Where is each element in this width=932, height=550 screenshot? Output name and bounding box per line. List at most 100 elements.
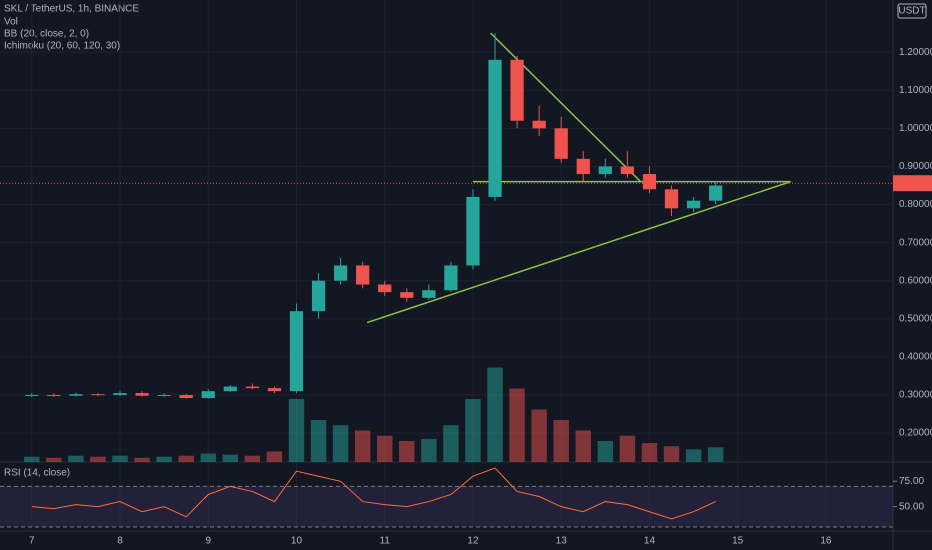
volume-bar: [156, 456, 172, 462]
volume-bar: [663, 446, 680, 462]
volume-bar: [134, 457, 150, 462]
volume-bar: [332, 425, 349, 462]
volume-bar: [531, 409, 547, 462]
volume-bar: [685, 449, 702, 462]
candle-body: [709, 185, 723, 201]
volume-bar: [707, 447, 724, 462]
trendline: [366, 180, 791, 324]
volume-bar: [399, 441, 415, 462]
volume-bar: [487, 367, 503, 462]
time-tick-label: 11: [380, 536, 391, 547]
indicator-label[interactable]: Ichimoku (20, 60, 120, 30): [4, 41, 120, 52]
price-tick-label: 0.90000: [899, 161, 932, 172]
candle-body: [201, 391, 215, 399]
candle-body: [488, 59, 502, 197]
volume-bar: [619, 435, 636, 462]
price-tick-label: 0.20000: [899, 428, 932, 439]
rsi-tick-label: 75.00: [899, 476, 924, 487]
volume-bar: [24, 456, 40, 462]
volume-bar: [46, 457, 62, 462]
rsi-line: [31, 467, 716, 520]
volume-bar: [310, 420, 327, 462]
candle-body: [47, 394, 61, 396]
candle-body: [554, 128, 568, 159]
volume-bar: [465, 399, 481, 462]
candle-body: [642, 174, 657, 190]
candle-body: [620, 166, 635, 175]
candle-body: [157, 394, 171, 396]
price-tick-label: 1.00000: [899, 123, 932, 134]
candle-body: [135, 393, 149, 396]
candle-body: [311, 280, 326, 312]
volume-bar: [68, 455, 84, 462]
volume-bar: [112, 455, 128, 462]
candle-body: [25, 394, 39, 396]
candle-body: [223, 386, 237, 392]
indicator-label[interactable]: BB (20, close, 2, 0): [4, 29, 89, 40]
volume-bar: [575, 430, 591, 462]
price-tick-label: 1.10000: [899, 85, 932, 96]
indicator-label[interactable]: Vol: [4, 17, 18, 28]
volume-bar: [178, 455, 194, 462]
candle-body: [289, 311, 304, 392]
candle-body: [422, 290, 436, 298]
volume-bar: [266, 451, 283, 462]
time-tick-label: 16: [820, 536, 832, 547]
currency-label[interactable]: USDT: [898, 6, 925, 17]
volume-bar: [244, 455, 261, 462]
candle-body: [466, 196, 480, 266]
candle-body: [267, 388, 282, 392]
time-tick-label: 14: [644, 536, 656, 547]
volume-bar: [553, 420, 569, 462]
candle-body: [245, 386, 259, 389]
price-tick-label: 0.40000: [899, 352, 932, 363]
price-tick-label: 0.80000: [899, 199, 932, 210]
volume-bar: [222, 454, 239, 462]
candle-body: [69, 394, 83, 396]
candle-body: [333, 265, 348, 281]
time-tick-label: 9: [205, 536, 211, 547]
volume-bar: [354, 430, 371, 462]
volume-bar: [200, 453, 216, 462]
time-tick-label: 13: [556, 536, 568, 547]
time-tick-label: 12: [467, 536, 479, 547]
last-price-badge: [893, 175, 932, 192]
candle-body: [444, 265, 458, 291]
time-tick-label: 7: [29, 536, 35, 547]
volume-bar: [288, 399, 305, 462]
currency-badge[interactable]: [897, 3, 927, 19]
candle-body: [378, 284, 392, 293]
indicator-label[interactable]: RSI (14, close): [4, 468, 70, 479]
volume-bar: [597, 441, 614, 462]
rsi-band-fill: [0, 486, 893, 527]
volume-bar: [421, 438, 437, 462]
volume-bar: [509, 388, 525, 462]
volume-bar: [443, 425, 459, 462]
trendline: [490, 32, 642, 183]
price-tick-label: 0.70000: [899, 237, 932, 248]
candle-body: [598, 166, 612, 175]
candle-body: [576, 158, 590, 175]
price-tick-label: 0.30000: [899, 390, 932, 401]
time-tick-label: 10: [291, 536, 303, 547]
time-tick-label: 15: [732, 536, 744, 547]
price-tick-label: 0.60000: [899, 275, 932, 286]
time-tick-label: 8: [117, 536, 123, 547]
candle-body: [91, 394, 105, 396]
candle-body: [686, 200, 701, 209]
volume-bar: [377, 435, 393, 462]
candle-body: [510, 59, 524, 121]
candle-body: [356, 265, 370, 285]
rsi-tick-label: 50.00: [899, 501, 924, 512]
symbol-title[interactable]: SKL / TetherUS, 1h, BINANCE: [4, 4, 139, 15]
volume-bar: [90, 456, 106, 462]
price-tick-label: 0.50000: [899, 313, 932, 324]
candle-body: [179, 394, 193, 399]
candle-body: [113, 393, 127, 395]
volume-bar: [641, 443, 658, 462]
candle-body: [400, 292, 414, 298]
candle-body: [664, 189, 679, 209]
price-tick-label: 1.20000: [899, 47, 932, 58]
